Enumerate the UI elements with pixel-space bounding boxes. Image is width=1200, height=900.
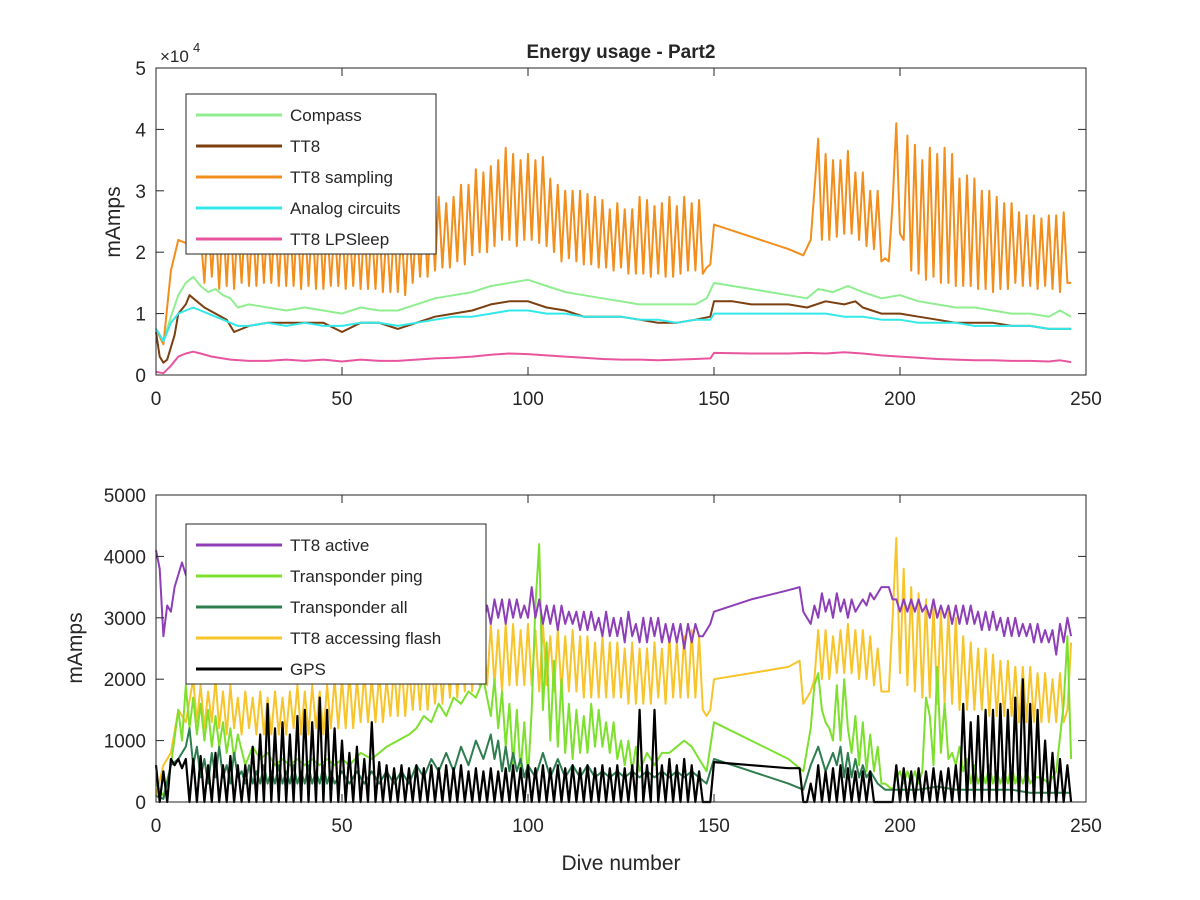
bottom-legend-box <box>185 523 487 685</box>
top-x-tick-label: 200 <box>884 389 916 410</box>
bottom-series-line-gps <box>154 678 1073 804</box>
top-y-tick-label: 0 <box>135 366 146 387</box>
bottom-y-tick-label: 1000 <box>104 732 146 753</box>
top-y-tick-label: 5 <box>135 59 146 80</box>
top-legend-label: Analog circuits <box>290 199 401 218</box>
bottom-y-tick-label: 0 <box>135 793 146 814</box>
top-x-tick-label: 150 <box>698 389 730 410</box>
bottom-series-line-transponder-ping <box>155 543 1073 797</box>
bottom-x-tick-label: 100 <box>512 816 544 837</box>
bottom-x-tick-label: 150 <box>698 816 730 837</box>
top-axes: Energy usage - Part2 ×10 4 mAmps 0 50 100 1… <box>102 40 1102 410</box>
top-y-axis-label: mAmps <box>102 186 125 257</box>
bottom-legend-label: TT8 active <box>290 536 369 555</box>
top-legend-box <box>185 93 437 255</box>
bottom-x-tick-label: 50 <box>331 816 352 837</box>
bottom-ticks-group: 0 50 100 150 200 250 0 1000 2000 3000 4000 5000 <box>104 486 1102 837</box>
top-series-group <box>155 122 1072 375</box>
top-x-tick-label: 250 <box>1070 389 1102 410</box>
bottom-y-tick-label: 2000 <box>104 670 146 691</box>
y-exponent-label: ×10 <box>160 47 189 66</box>
top-series-line-analog-circuits <box>155 306 1072 343</box>
bottom-x-tick-label: 200 <box>884 816 916 837</box>
bottom-y-tick-label: 4000 <box>104 547 146 568</box>
top-series-line-compass <box>155 275 1072 343</box>
top-legend-label: TT8 <box>290 137 320 156</box>
top-legend: Compass TT8 TT8 sampling Analog circuits TT8… <box>185 93 437 255</box>
bottom-x-tick-label: 0 <box>151 816 162 837</box>
bottom-legend-label: Transponder ping <box>290 567 423 586</box>
bottom-axes-frame <box>155 494 1087 803</box>
top-x-tick-label: 100 <box>512 389 544 410</box>
bottom-legend-label: TT8 accessing flash <box>290 629 441 648</box>
top-y-tick-label: 2 <box>135 243 146 264</box>
top-y-tick-label: 4 <box>135 120 146 141</box>
top-x-tick-label: 0 <box>151 389 162 410</box>
top-y-tick-label: 1 <box>135 305 146 326</box>
top-x-tick-label: 50 <box>331 389 352 410</box>
bottom-y-tick-label: 3000 <box>104 609 146 630</box>
bottom-legend-label: GPS <box>290 660 326 679</box>
bottom-series-line-tt8-accessing-flash <box>155 537 1073 797</box>
bottom-y-tick-label: 5000 <box>104 486 146 507</box>
bottom-legend: TT8 active Transponder ping Transponder al… <box>185 523 487 685</box>
top-axes-frame <box>155 67 1087 376</box>
bottom-x-tick-label: 250 <box>1070 816 1102 837</box>
top-legend-label: Compass <box>290 106 362 125</box>
top-legend-label: TT8 sampling <box>290 168 393 187</box>
top-series-line-tt8-lpsleep <box>155 350 1072 375</box>
x-axis-label: Dive number <box>561 852 680 875</box>
top-y-tick-label: 3 <box>135 182 146 203</box>
bottom-legend-label: Transponder all <box>290 598 408 617</box>
bottom-axes: mAmps Dive number 0 50 100 150 200 250 0 1000 20… <box>64 486 1102 875</box>
chart-title: Energy usage - Part2 <box>526 42 715 63</box>
top-series-line-tt8 <box>155 294 1072 364</box>
top-legend-label: TT8 LPSleep <box>290 230 389 249</box>
y-exponent-power: 4 <box>193 40 200 55</box>
bottom-y-axis-label: mAmps <box>64 612 87 683</box>
